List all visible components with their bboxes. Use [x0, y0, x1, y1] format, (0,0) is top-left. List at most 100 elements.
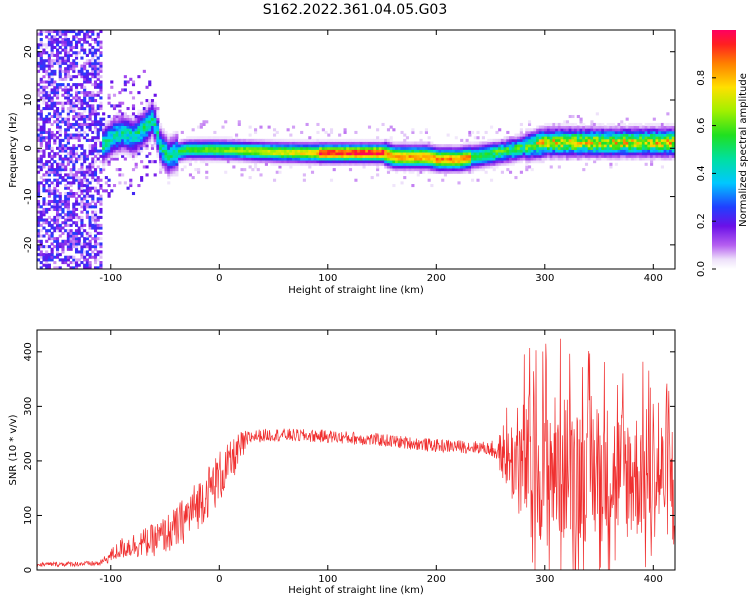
heatmap-cell [552, 144, 556, 148]
heatmap-cell [525, 141, 529, 145]
heatmap-cell [473, 152, 477, 156]
heatmap-cell [281, 144, 285, 148]
heatmap-cell [506, 149, 510, 153]
heatmap-cell [191, 176, 195, 180]
heatmap-cell [240, 173, 244, 177]
heatmap-cell [53, 30, 57, 34]
heatmap-cell [351, 162, 355, 166]
heatmap-cell [332, 154, 336, 158]
heatmap-cell [88, 91, 92, 95]
heatmap-cell [660, 149, 664, 153]
heatmap-cell [58, 30, 62, 34]
heatmap-cell [66, 136, 70, 140]
heatmap-cell [69, 239, 73, 243]
heatmap-cell [595, 141, 599, 145]
heatmap-cell [370, 154, 374, 158]
heatmap-cell [582, 149, 586, 153]
heatmap-cell [210, 144, 214, 148]
heatmap-cell [145, 117, 149, 121]
heatmap-cell [66, 210, 70, 214]
heatmap-cell [153, 122, 157, 126]
heatmap-cell [37, 253, 41, 257]
heatmap-cell [424, 162, 429, 166]
heatmap-cell [240, 154, 244, 158]
heatmap-cell [395, 152, 399, 156]
heatmap-cell [568, 138, 572, 142]
heatmap-cell [131, 114, 136, 119]
heatmap-cell [131, 125, 136, 129]
heatmap-cell [202, 157, 206, 161]
heatmap-cell [191, 154, 195, 158]
heatmap-cell [538, 146, 542, 150]
heatmap-cell [359, 141, 363, 145]
heatmap-cell [74, 53, 79, 57]
heatmap-cell [498, 160, 502, 164]
heatmap-cell [66, 229, 70, 233]
heatmap-cell [294, 146, 298, 150]
heatmap-cell [254, 162, 258, 166]
heatmap-cell [335, 160, 339, 164]
heatmap-cell [88, 122, 92, 126]
heatmap-cell [47, 40, 51, 44]
heatmap-cell [50, 40, 54, 44]
heatmap-cell [58, 168, 62, 172]
heatmap-cell [370, 176, 374, 180]
heatmap-cell [522, 144, 526, 148]
x-tick-label: -100 [99, 273, 122, 284]
heatmap-cell [452, 157, 456, 161]
heatmap-cell [88, 144, 92, 148]
heatmap-cell [359, 152, 363, 156]
heatmap-cell [42, 234, 46, 238]
heatmap-cell [42, 258, 46, 262]
heatmap-cell [153, 125, 157, 129]
heatmap-cell [169, 133, 174, 137]
heatmap-cell [131, 136, 136, 140]
heatmap-cell [88, 263, 92, 267]
heatmap-cell [522, 141, 526, 145]
heatmap-cell [438, 157, 442, 161]
heatmap-cell [262, 141, 266, 145]
heatmap-cell [91, 218, 95, 222]
heatmap-cell [47, 83, 51, 87]
heatmap-cell [55, 170, 60, 174]
heatmap-cell [462, 168, 466, 172]
heatmap-cell [449, 144, 453, 148]
heatmap-cell [544, 125, 548, 129]
heatmap-cell [172, 138, 176, 142]
heatmap-cell [443, 160, 447, 164]
heatmap-cell [595, 152, 599, 156]
heatmap-cell [142, 122, 146, 126]
heatmap-cell [74, 152, 79, 156]
heatmap-cell [53, 197, 57, 201]
heatmap-cell [527, 130, 532, 134]
heatmap-cell [367, 144, 372, 148]
heatmap-cell [66, 157, 70, 161]
heatmap-cell [582, 136, 586, 140]
heatmap-cell [612, 152, 616, 156]
heatmap-cell [283, 152, 287, 156]
heatmap-cell [188, 144, 193, 148]
heatmap-cell [522, 154, 526, 158]
heatmap-cell [603, 149, 608, 153]
heatmap-cell [80, 199, 84, 204]
heatmap-cell [536, 138, 540, 142]
heatmap-cell [148, 101, 152, 105]
heatmap-cell [55, 168, 60, 172]
heatmap-cell [224, 152, 228, 156]
heatmap-cell [300, 160, 304, 164]
heatmap-cell [622, 141, 627, 145]
heatmap-cell [386, 138, 391, 142]
heatmap-cell [150, 146, 155, 150]
heatmap-cell [237, 154, 241, 158]
heatmap-cell [525, 162, 529, 166]
heatmap-cell [188, 154, 193, 158]
heatmap-cell [213, 138, 217, 142]
heatmap-cell [441, 178, 445, 182]
heatmap-cell [329, 162, 334, 166]
heatmap-cell [47, 237, 51, 241]
heatmap-cell [606, 128, 610, 132]
heatmap-cell [39, 242, 43, 246]
heatmap-cell [511, 160, 515, 164]
heatmap-cell [370, 138, 374, 142]
heatmap-cell [348, 138, 353, 142]
